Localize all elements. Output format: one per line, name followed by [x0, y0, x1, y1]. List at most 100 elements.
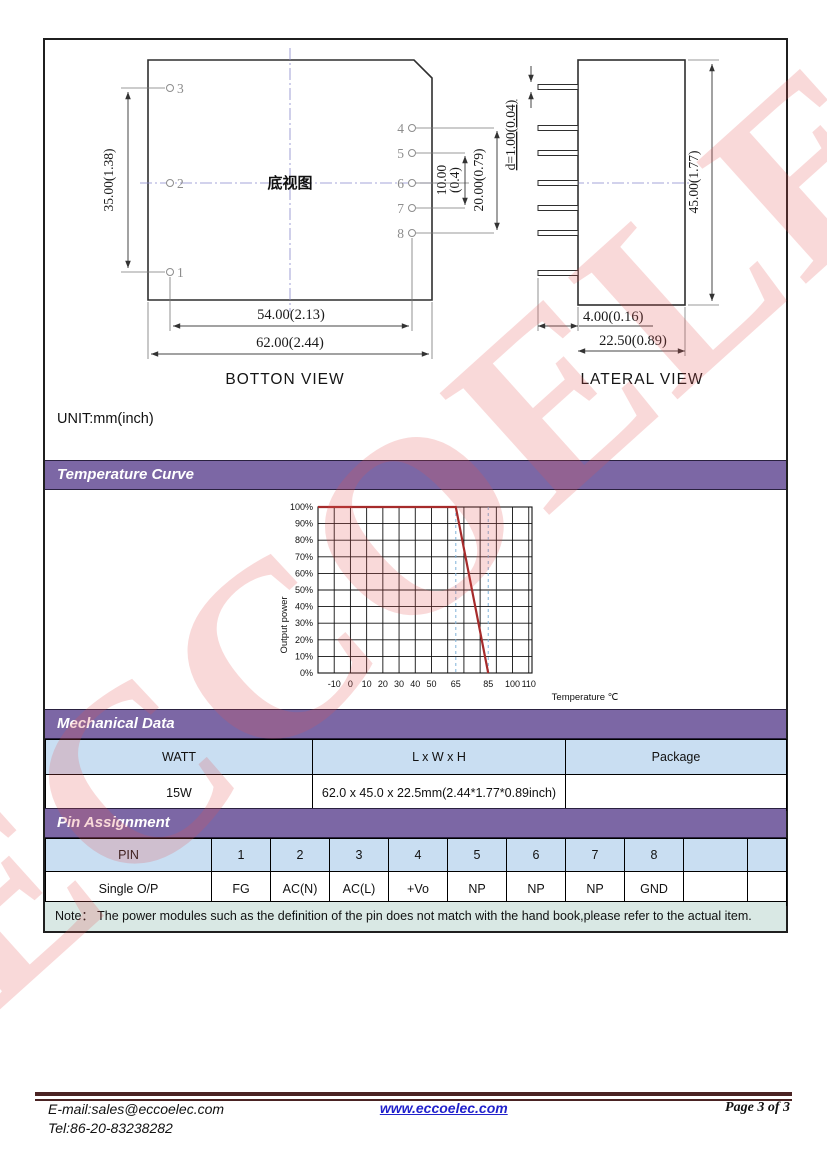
x-tick-label: 65 — [451, 679, 461, 689]
lateral-pin — [537, 270, 579, 276]
y-tick-label: 0% — [300, 668, 313, 678]
mech-header-lwh: L x W x H — [312, 739, 566, 775]
lateral-pin — [537, 150, 579, 156]
x-tick-label: 100 — [505, 679, 520, 689]
lateral-pin — [537, 205, 579, 211]
mechanical-drawings: 底视图 3 2 1 35.00(1.38) 4 — [101, 48, 719, 388]
pin-note: Note： The power modules such as the defi… — [45, 901, 786, 931]
dim-54-label: 54.00(2.13) — [257, 307, 325, 323]
bottom-view-drawing: 底视图 3 2 1 35.00(1.38) 4 — [101, 48, 500, 388]
table-row: 15W 62.0 x 45.0 x 22.5mm(2.44*1.77*0.89i… — [45, 774, 787, 811]
mechanical-data-table: WATT L x W x H Package 15W 62.0 x 45.0 x… — [45, 739, 787, 811]
website-link[interactable]: www.eccoelec.com — [379, 1100, 508, 1116]
pin-6-label: 6 — [397, 176, 404, 191]
mech-cell-watt: 15W — [45, 774, 313, 811]
dim-35-label: 35.00(1.38) — [101, 149, 116, 212]
x-tick-label: 30 — [394, 679, 404, 689]
pin-4-hole — [408, 124, 416, 132]
pin-header-6: 6 — [506, 838, 566, 872]
y-tick-label: 70% — [295, 552, 313, 562]
derating-curve — [318, 505, 490, 674]
bottom-view-caption: BOTTON VIEW — [225, 371, 344, 388]
y-tick-label: 10% — [295, 651, 313, 661]
pin-8-hole — [408, 229, 416, 237]
y-tick-label: 30% — [295, 618, 313, 628]
content-sheet: 底视图 3 2 1 35.00(1.38) 4 — [0, 0, 827, 1058]
section-header-pin-assignment: Pin Assignment — [45, 808, 786, 838]
footer-page-number: Page 3 of 3 — [725, 1100, 790, 1115]
lateral-pin — [537, 230, 579, 236]
pin-4-label: 4 — [397, 121, 404, 136]
dim-4-label: 4.00(0.16) — [583, 309, 644, 325]
y-tick-label: 100% — [290, 502, 313, 512]
pin-8-label: 8 — [397, 226, 404, 241]
pin-header-7: 7 — [565, 838, 625, 872]
x-tick-label: -10 — [328, 679, 341, 689]
pin-cell-3: AC(L) — [329, 871, 389, 906]
pin-cell-5: NP — [447, 871, 507, 906]
y-tick-label: 50% — [295, 585, 313, 595]
x-tick-label: 85 — [483, 679, 493, 689]
temperature-derating-chart: -10 0 10 20 30 40 50 65 85 100 110 0% 10% 20% 30% 40% 50… — [279, 502, 619, 703]
unit-note: UNIT:mm(inch) — [57, 411, 154, 427]
pin-7-hole — [408, 204, 416, 212]
table-header-row: WATT L x W x H Package — [45, 739, 787, 775]
pin-2-hole — [166, 179, 174, 187]
pin-3-hole — [166, 84, 174, 92]
pin-header-8: 8 — [624, 838, 684, 872]
pin-cell-empty-1 — [683, 871, 748, 906]
dim-62-label: 62.00(2.44) — [256, 335, 324, 351]
x-tick-label: 110 — [522, 679, 536, 689]
footer-contact: E-mail:sales@eccoelec.com Tel:86-20-8323… — [35, 1100, 323, 1138]
mech-header-watt: WATT — [45, 739, 313, 775]
pin-header-1: 1 — [211, 838, 271, 872]
y-tick-label: 60% — [295, 568, 313, 578]
pin-6-hole — [408, 179, 416, 187]
mech-header-package: Package — [565, 739, 787, 775]
dim-10-label-line2: (0.4) — [447, 167, 462, 193]
pin-3-label: 3 — [177, 81, 184, 96]
pin-cell-1: FG — [211, 871, 271, 906]
dim-20-label: 20.00(0.79) — [471, 149, 486, 212]
mech-cell-package — [565, 774, 787, 811]
y-tick-label: 20% — [295, 635, 313, 645]
pin-header-pin: PIN — [45, 838, 212, 872]
pin-5-hole — [408, 149, 416, 157]
table-header-row: PIN 1 2 3 4 5 6 7 8 — [45, 838, 787, 872]
x-tick-label: 50 — [426, 679, 436, 689]
section-header-mechanical-data: Mechanical Data — [45, 709, 786, 739]
x-tick-label: 40 — [410, 679, 420, 689]
footer: E-mail:sales@eccoelec.com Tel:86-20-8323… — [35, 1100, 792, 1138]
footer-tel: Tel:86-20-83238282 — [48, 1120, 173, 1136]
lateral-view-caption: LATERAL VIEW — [580, 371, 703, 388]
pin-header-5: 5 — [447, 838, 507, 872]
footer-email: E-mail:sales@eccoelec.com — [48, 1101, 225, 1117]
bottom-view-cjk-label: 底视图 — [267, 174, 312, 192]
footer-website-wrap: www.eccoelec.com — [323, 1100, 565, 1138]
x-tick-label: 10 — [362, 679, 372, 689]
pin-header-empty-2 — [747, 838, 787, 872]
mech-cell-lwh: 62.0 x 45.0 x 22.5mm(2.44*1.77*0.89inch) — [312, 774, 566, 811]
dim-45-label: 45.00(1.77) — [686, 151, 701, 214]
lateral-pin — [537, 84, 579, 90]
pin-1-label: 1 — [177, 265, 184, 280]
x-axis-label: Temperature ℃ — [552, 692, 619, 703]
pin-header-empty-1 — [683, 838, 748, 872]
y-tick-label: 40% — [295, 602, 313, 612]
pin-2-label: 2 — [177, 176, 184, 191]
dim-22-label: 22.50(0.89) — [599, 333, 667, 349]
y-tick-label: 80% — [295, 535, 313, 545]
pin-assignment-table: PIN 1 2 3 4 5 6 7 8 Single O/P FG AC(N) … — [45, 838, 787, 906]
y-axis-label: Output power — [279, 596, 290, 653]
pin-header-4: 4 — [388, 838, 448, 872]
bottom-view-outline — [147, 59, 433, 301]
y-tick-label: 90% — [295, 519, 313, 529]
pin-header-2: 2 — [270, 838, 330, 872]
dim-d-label: d=1.00(0.04) — [503, 100, 518, 171]
pin-5-label: 5 — [397, 146, 404, 161]
pin-7-label: 7 — [397, 201, 404, 216]
lateral-view-outline — [577, 59, 686, 306]
x-tick-label: 0 — [348, 679, 353, 689]
lateral-pin — [537, 125, 579, 131]
